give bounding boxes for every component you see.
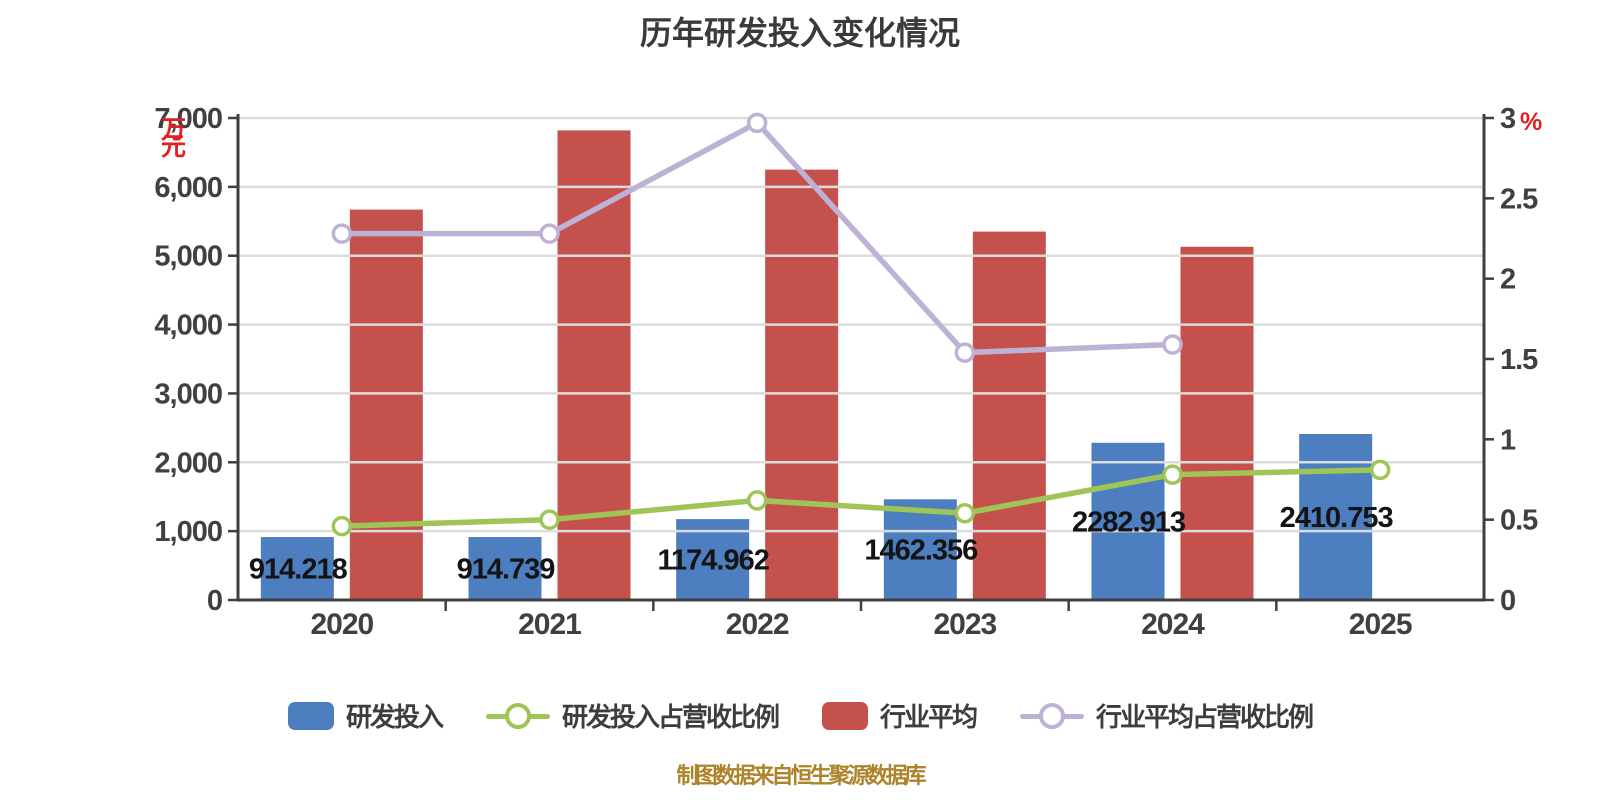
left-axis-tick-label: 7,000 <box>154 103 222 135</box>
industry-average-bar-2022 <box>765 169 839 600</box>
rnd-ratio-point <box>331 515 353 537</box>
right-axis-unit-label: % <box>1520 108 1543 136</box>
left-axis-tick-label: 6,000 <box>154 172 222 204</box>
left-axis-tick-label: 3,000 <box>154 378 222 410</box>
x-axis-label-2022: 2022 <box>726 608 789 641</box>
x-axis-label-2021: 2021 <box>518 608 581 641</box>
industry-ratio-line <box>339 120 1176 356</box>
legend-label: 研发投入占营收比例 <box>561 702 780 732</box>
rnd-ratio-line <box>339 467 1383 529</box>
industry-ratio-point <box>331 223 353 244</box>
left-axis-tick-label: 1,000 <box>154 516 222 548</box>
left-axis-tick-label: 0 <box>207 585 222 617</box>
right-axis-tick-label: 0.5 <box>1500 505 1538 537</box>
industry-ratio-point <box>539 223 560 244</box>
rnd-investment-bar-swatch-icon <box>287 701 334 730</box>
left-axis-tick-label: 2,000 <box>154 447 222 479</box>
industry-average-bar-swatch-icon <box>822 701 868 730</box>
rnd-ratio-point <box>1369 459 1391 481</box>
industry-average-bar-2024 <box>1180 246 1254 600</box>
legend-label: 研发投入 <box>345 702 444 732</box>
chart-title: 历年研发投入变化情况 <box>639 15 960 51</box>
data-source-caption: 制图数据来自恒生聚源数据库 <box>676 763 926 788</box>
rnd-investment-bar-2021 <box>468 537 542 600</box>
rnd-investment-bar-2024 <box>1091 442 1165 600</box>
legend-item-rnd-investment[interactable]: 研发投入 <box>287 697 444 734</box>
industry-average-bar-2023 <box>972 231 1046 600</box>
legend-item-industry-average[interactable]: 行业平均 <box>822 697 978 734</box>
rnd-ratio-point <box>539 509 560 530</box>
industry-average-bar-2020 <box>349 209 423 600</box>
right-axis-tick-label: 3 <box>1500 103 1516 135</box>
right-axis-tick-label: 1.5 <box>1500 344 1538 376</box>
left-axis-tick-label: 5,000 <box>154 241 222 273</box>
rnd-investment-bar-2020 <box>260 537 334 600</box>
rnd-investment-bar-2023 <box>883 499 957 600</box>
legend-label: 行业平均占营收比例 <box>1096 702 1314 732</box>
legend: 研发投入 研发投入占营收比例 行业平均 行业平均占营收比例 <box>0 697 1600 734</box>
bar-value-label-2021: 914.739 <box>457 554 556 586</box>
bar-value-label-2023: 1462.356 <box>864 535 978 567</box>
x-axis-label-2023: 2023 <box>933 608 996 641</box>
rnd-ratio-point <box>746 490 768 511</box>
industry-ratio-line-swatch-icon <box>1020 702 1085 730</box>
legend-item-industry-ratio[interactable]: 行业平均占营收比例 <box>1020 697 1314 734</box>
right-axis-tick-label: 0 <box>1500 585 1515 617</box>
legend-label: 行业平均 <box>880 702 978 732</box>
right-axis-tick-label: 2.5 <box>1500 183 1538 215</box>
rnd-ratio-point <box>1162 464 1183 485</box>
legend-item-rnd-ratio[interactable]: 研发投入占营收比例 <box>485 697 780 734</box>
industry-ratio-point <box>954 342 976 363</box>
left-axis-tick-label: 4,000 <box>154 310 222 342</box>
x-axis-label-2020: 2020 <box>310 608 373 641</box>
left-axis-unit-label: 万元 <box>160 116 186 161</box>
rnd-ratio-line-swatch-icon <box>485 702 550 730</box>
x-axis-label-2025: 2025 <box>1349 608 1412 641</box>
bar-value-label-2024: 2282.913 <box>1072 506 1186 538</box>
x-axis-label-2024: 2024 <box>1141 608 1205 641</box>
rnd-investment-bar-2022 <box>676 519 750 600</box>
rnd-ratio-point <box>954 502 976 524</box>
bar-value-label-2025: 2410.753 <box>1280 502 1394 534</box>
industry-average-bar-2021 <box>557 130 631 600</box>
industry-ratio-point <box>1162 334 1183 355</box>
right-axis-tick-label: 2 <box>1500 264 1515 296</box>
right-axis-tick-label: 1 <box>1500 424 1516 456</box>
industry-ratio-point <box>746 112 768 134</box>
bar-value-label-2020: 914.218 <box>249 554 348 586</box>
bar-value-label-2022: 1174.962 <box>657 545 768 577</box>
